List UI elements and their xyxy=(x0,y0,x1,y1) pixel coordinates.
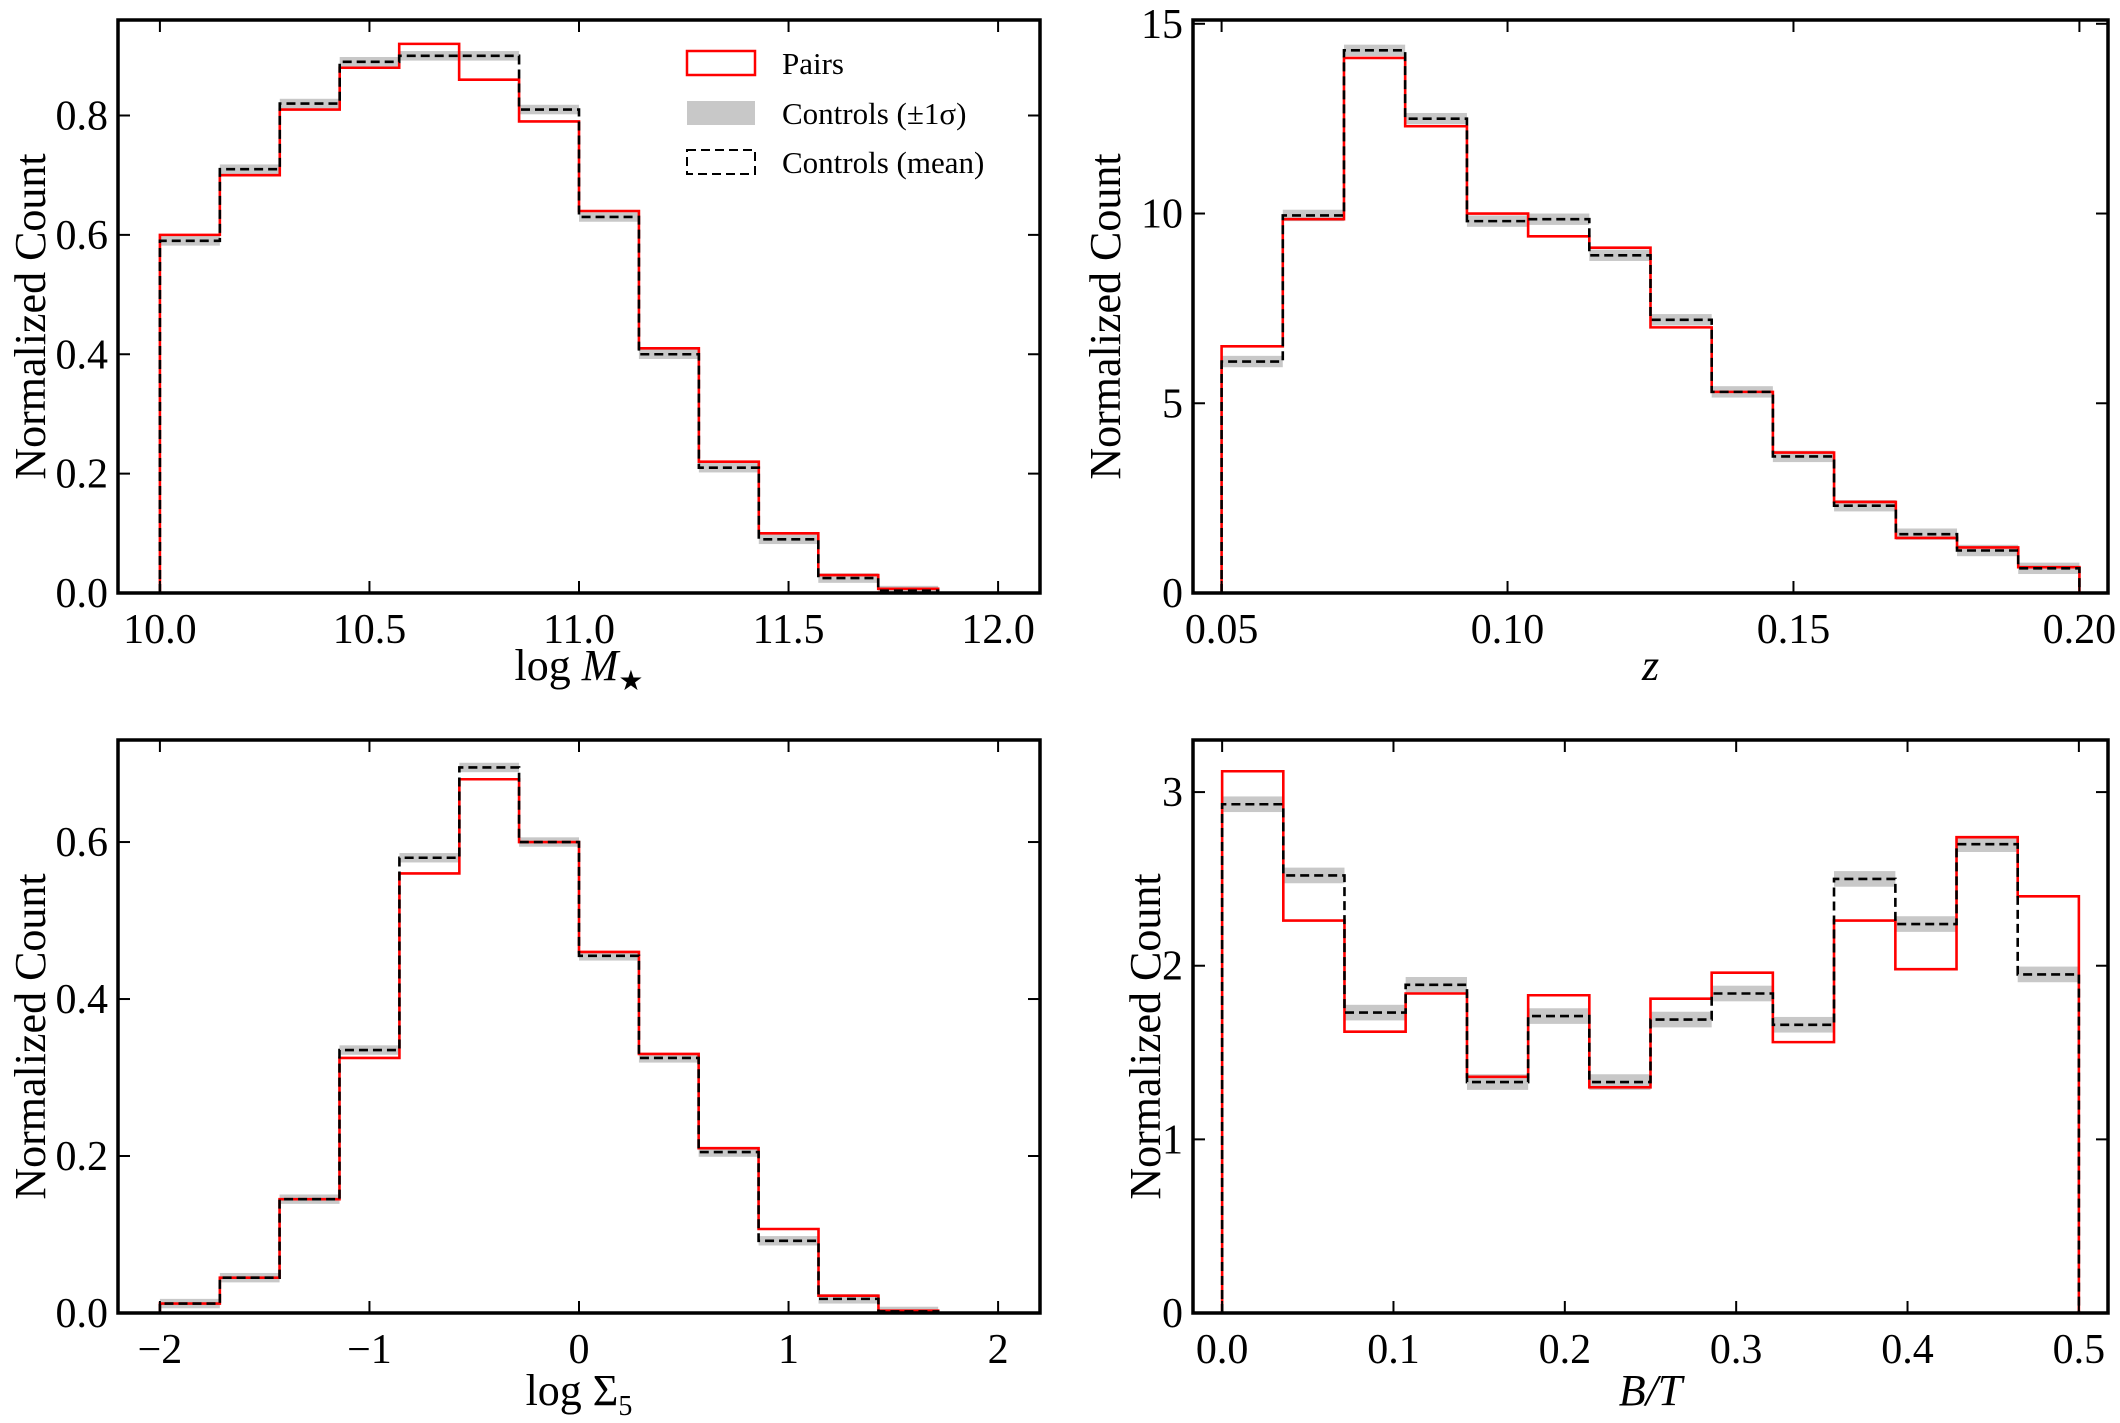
x-tick-label: 0.2 xyxy=(1539,1327,1592,1373)
axes-frame xyxy=(1191,738,2110,1315)
y-tick-label: 10 xyxy=(1141,192,1183,238)
controls-mean-histogram xyxy=(158,766,940,1313)
x-tick-label: 0.5 xyxy=(2053,1327,2106,1373)
controls-band-bin xyxy=(1466,1074,1529,1090)
controls-band-bin xyxy=(1466,215,1529,227)
axes-frame xyxy=(1191,18,2110,595)
x-tick-label: −1 xyxy=(347,1327,392,1373)
x-tick-label: 0.10 xyxy=(1471,607,1545,653)
y-tick-label: 0.6 xyxy=(56,820,109,866)
x-tick-label: 0.1 xyxy=(1367,1327,1420,1373)
controls-band-bin xyxy=(1589,1074,1651,1090)
y-tick-label: 0.4 xyxy=(56,977,109,1023)
y-tick-label: 0.6 xyxy=(56,213,109,259)
controls-band-bin xyxy=(1650,1011,1712,1028)
y-tick-label: 0.0 xyxy=(56,1291,109,1337)
controls-band-bin xyxy=(1283,867,1345,884)
x-axis-label-symbol: M xyxy=(581,641,621,690)
y-axis-label: Normalized Count xyxy=(1121,873,1170,1199)
x-axis-label: log M★ xyxy=(515,641,644,697)
x-tick-label: 1 xyxy=(778,1327,799,1373)
controls-band-bin xyxy=(1772,1016,1835,1033)
y-tick-label: 5 xyxy=(1162,381,1183,427)
y-tick-label: 0.2 xyxy=(56,452,109,498)
panel-bulge-to-total: 0.0 0.1 0.2 0.3 0.4 0.5 0 1 2 3 Normalized Count B/… xyxy=(1121,738,2110,1415)
x-axis-label-symbol: B/T xyxy=(1619,1366,1686,1415)
pairs-histogram xyxy=(1220,769,2081,1313)
x-tick-label: 0.05 xyxy=(1185,607,1259,653)
legend-pairs-swatch xyxy=(685,49,757,77)
x-tick-label: 2 xyxy=(988,1327,1009,1373)
controls-band-bin xyxy=(1528,1008,1590,1024)
controls-band-bin xyxy=(219,164,280,174)
controls-band-bin xyxy=(339,1045,400,1055)
x-tick-label: 0.0 xyxy=(1196,1327,1249,1373)
controls-mean-histogram xyxy=(1220,49,2081,593)
controls-band-bin xyxy=(1895,528,1958,540)
controls-band-bin xyxy=(1221,355,1283,368)
y-axis-label: Normalized Count xyxy=(6,873,55,1199)
x-tick-label: 0.20 xyxy=(2043,607,2117,653)
x-tick-label: 0.15 xyxy=(1757,607,1831,653)
y-tick-label: 0 xyxy=(1162,1291,1183,1337)
y-tick-label: 2 xyxy=(1162,944,1183,990)
y-tick-label: 0.0 xyxy=(56,571,109,617)
y-tick-label: 3 xyxy=(1162,770,1183,816)
legend: Pairs Controls (±1σ) Controls (mean) xyxy=(685,46,984,180)
controls-band-bin xyxy=(2017,966,2079,983)
x-tick-label: −2 xyxy=(138,1327,183,1373)
y-axis-label: Normalized Count xyxy=(1081,153,1130,479)
x-axis-label-subscript: 5 xyxy=(618,1391,632,1422)
x-axis-label-subscript: ★ xyxy=(618,666,643,697)
legend-band-label: Controls (±1σ) xyxy=(782,96,966,131)
pairs-histogram xyxy=(158,42,940,593)
controls-mean-histogram xyxy=(158,54,940,593)
x-tick-label: 11.0 xyxy=(543,607,615,653)
pairs-histogram xyxy=(158,777,940,1313)
x-axis-label-symbol: z xyxy=(1641,641,1659,690)
controls-band-bin xyxy=(1343,44,1406,57)
controls-band-bin xyxy=(579,212,639,222)
axes-frame xyxy=(116,738,1042,1315)
x-tick-label: 12.0 xyxy=(961,607,1035,653)
x-tick-label: 0.4 xyxy=(1881,1327,1934,1373)
controls-band-bin xyxy=(279,98,340,109)
y-tick-label: 15 xyxy=(1141,2,1183,48)
y-tick-label: 0 xyxy=(1162,571,1183,617)
legend-mean-swatch xyxy=(686,149,756,175)
y-tick-label: 0.2 xyxy=(56,1134,109,1180)
x-tick-label: 10.0 xyxy=(123,607,197,653)
x-tick-label: 10.5 xyxy=(333,607,407,653)
controls-band-bin xyxy=(818,573,879,583)
x-axis-label: log Σ5 xyxy=(526,1366,633,1422)
x-axis-label-main: log xyxy=(515,641,582,690)
y-tick-label: 0.8 xyxy=(56,94,109,140)
x-tick-label: 0.3 xyxy=(1710,1327,1763,1373)
controls-band-bin xyxy=(339,57,400,67)
x-axis-label-main: log Σ xyxy=(526,1366,619,1415)
controls-band-bin xyxy=(459,51,520,61)
y-tick-label: 1 xyxy=(1162,1117,1183,1163)
controls-band-bin xyxy=(758,1236,819,1246)
controls-band-bin xyxy=(399,853,460,863)
controls-band-bin xyxy=(758,534,819,545)
x-axis-label: B/T xyxy=(1619,1366,1686,1415)
x-tick-label: 0 xyxy=(569,1327,590,1373)
legend-pairs-label: Pairs xyxy=(782,46,844,81)
x-axis-label: z xyxy=(1641,641,1659,690)
legend-mean-label: Controls (mean) xyxy=(782,145,984,180)
y-tick-label: 0.4 xyxy=(56,332,109,378)
x-tick-label: 11.5 xyxy=(753,607,825,653)
pairs-histogram xyxy=(1220,56,2081,593)
panel-stellar-mass: 10.0 10.5 11.0 11.5 12.0 0.0 0.2 0.4 0.6 0.8Norma… xyxy=(6,18,1042,697)
controls-mean-histogram xyxy=(1220,802,2081,1313)
legend-band-swatch xyxy=(687,101,755,125)
panel-redshift: 0.05 0.10 0.15 0.20 0 5 10 15 Normalized Count z xyxy=(1081,2,2116,690)
controls-band-bin xyxy=(1405,112,1467,125)
y-axis-label: Normalized Count xyxy=(6,153,55,479)
